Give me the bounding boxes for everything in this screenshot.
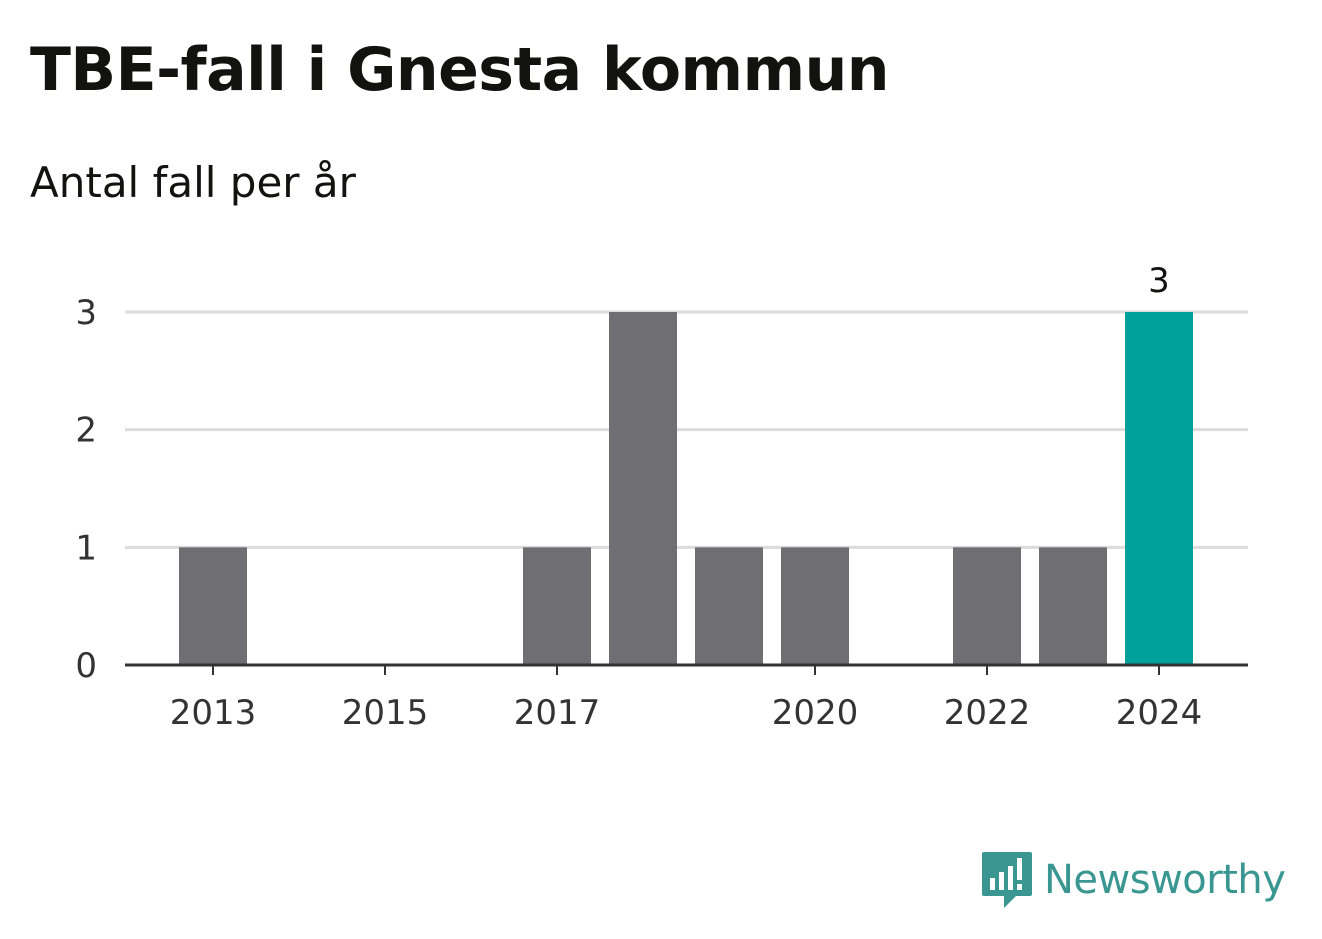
gridlines bbox=[125, 310, 1248, 549]
x-tick-label: 2020 bbox=[772, 693, 859, 733]
x-tick-label: 2013 bbox=[170, 693, 257, 733]
y-tick-label: 2 bbox=[75, 411, 97, 451]
brand-name: Newsworthy bbox=[1044, 857, 1286, 903]
bar bbox=[1039, 547, 1107, 665]
bar bbox=[609, 312, 677, 665]
labels: 0 1 2 3 2013 2015 2017 2020 2022 2024 3 bbox=[75, 261, 1202, 733]
bar-chart: 0 1 2 3 2013 2015 2017 2020 2022 2024 3 bbox=[75, 261, 1248, 733]
chart-subtitle: Antal fall per år bbox=[30, 158, 356, 207]
x-tick-label: 2022 bbox=[944, 693, 1031, 733]
bar bbox=[523, 547, 591, 665]
y-tick-label: 3 bbox=[75, 293, 97, 333]
bar-highlighted bbox=[1125, 312, 1193, 665]
axes bbox=[125, 663, 1248, 675]
x-tick-label: 2017 bbox=[514, 693, 601, 733]
y-tick-label: 1 bbox=[75, 528, 97, 568]
bars bbox=[179, 312, 1193, 665]
x-tick-label: 2015 bbox=[342, 693, 429, 733]
bar bbox=[695, 547, 763, 665]
newsworthy-logo: Newsworthy bbox=[980, 850, 1286, 910]
y-tick-label: 0 bbox=[75, 646, 97, 686]
data-label: 3 bbox=[1148, 261, 1170, 301]
x-tick-label: 2024 bbox=[1116, 693, 1203, 733]
bar bbox=[179, 547, 247, 665]
bar bbox=[953, 547, 1021, 665]
bar bbox=[781, 547, 849, 665]
newsworthy-logo-icon bbox=[982, 852, 1032, 908]
chart-title: TBE-fall i Gnesta kommun bbox=[30, 35, 890, 105]
